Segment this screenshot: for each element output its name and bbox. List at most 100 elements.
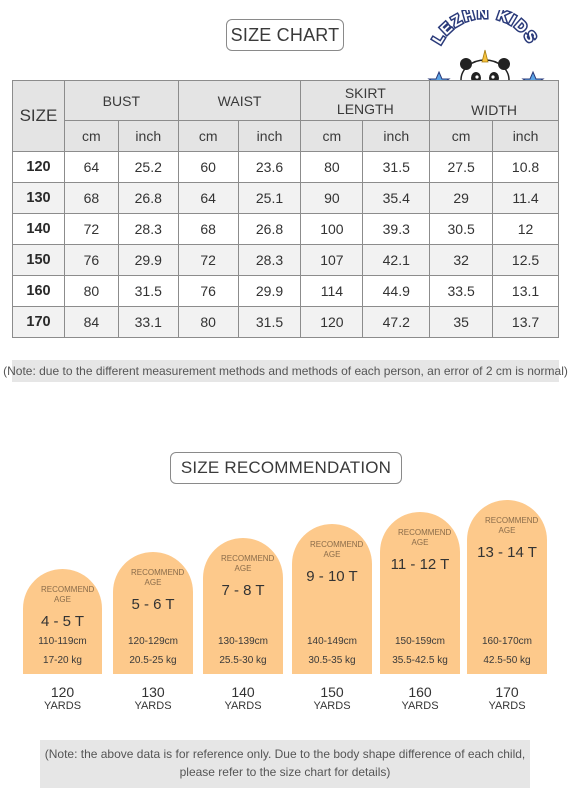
height-range: 130-139cm — [217, 636, 269, 647]
yard-number: 170 — [495, 684, 519, 700]
measurement-note: (Note: due to the different measurement … — [3, 360, 568, 382]
table-row: 150 76 29.9 72 28.3 107 42.1 32 12.5 — [12, 244, 559, 276]
measurement-cell: 29 — [429, 182, 494, 214]
measurement-cell: 25.2 — [117, 151, 179, 183]
unit-header: inch — [237, 120, 302, 152]
unit-header: cm — [300, 120, 364, 152]
weight-range: 20.5-25 kg — [129, 655, 177, 666]
unit-header: inch — [362, 120, 431, 152]
unit-header: inch — [492, 120, 559, 152]
recommend-age-label: RECOMMEND AGE — [131, 568, 185, 587]
width-header: WIDTH — [429, 80, 559, 121]
measurement-cell: 12.5 — [492, 244, 559, 276]
measurement-cell: 23.6 — [237, 151, 302, 183]
recommendation-card: RECOMMEND AGE 11 - 12 T 150-159cm 35.5-42.5… — [380, 512, 460, 674]
table-row: 170 84 33.1 80 31.5 120 47.2 35 13.7 — [12, 306, 559, 338]
recommend-age-label: RECOMMEND AGE — [221, 554, 275, 573]
measurement-cell: 33.5 — [429, 275, 494, 307]
measurement-cell: 25.1 — [237, 182, 302, 214]
recommendation-card: RECOMMEND AGE 4 - 5 T 110-119cm 17-20 kg — [23, 569, 102, 674]
recommendation-card: RECOMMEND AGE 5 - 6 T 120-129cm 20.5-25 kg — [113, 552, 193, 674]
yard-label: 160 YARDS — [380, 684, 460, 713]
measurement-cell: 11.4 — [492, 182, 559, 214]
yard-number: 160 — [408, 684, 432, 700]
unit-header: cm — [429, 120, 494, 152]
weight-range: 25.5-30 kg — [219, 655, 267, 666]
measurement-cell: 35.4 — [362, 182, 431, 214]
yard-number: 150 — [320, 684, 344, 700]
measurement-cell: 64 — [63, 151, 119, 183]
measurement-cell: 12 — [492, 213, 559, 245]
recommendation-card: RECOMMEND AGE 7 - 8 T 130-139cm 25.5-30 kg — [203, 538, 283, 674]
measurement-cell: 72 — [177, 244, 239, 276]
unit-header: cm — [63, 120, 119, 152]
measurement-cell: 44.9 — [362, 275, 431, 307]
size-header: SIZE — [12, 80, 65, 152]
measurement-cell: 27.5 — [429, 151, 494, 183]
measurement-cell: 28.3 — [117, 213, 179, 245]
measurement-cell: 30.5 — [429, 213, 494, 245]
age-range: 7 - 8 T — [221, 582, 265, 599]
measurement-cell: 68 — [177, 213, 239, 245]
recommendation-card: RECOMMEND AGE 9 - 10 T 140-149cm 30.5-35 kg — [292, 524, 372, 674]
size-cell: 140 — [12, 213, 65, 245]
measurement-cell: 68 — [63, 182, 119, 214]
yard-label: 150 YARDS — [292, 684, 372, 713]
reference-note-line-2: please refer to the size chart for detai… — [179, 765, 391, 779]
height-range: 120-129cm — [127, 636, 179, 647]
size-chart-table: SIZE BUST WAIST SKIRT LENGTH WIDTH cm inc… — [12, 80, 559, 338]
yard-label: 170 YARDS — [467, 684, 547, 713]
measurement-cell: 29.9 — [117, 244, 179, 276]
yard-number: 130 — [141, 684, 165, 700]
measurement-cell: 42.1 — [362, 244, 431, 276]
reference-note: (Note: the above data is for reference o… — [40, 740, 530, 788]
height-range: 140-149cm — [306, 636, 358, 647]
recommend-age-label: RECOMMEND AGE — [398, 528, 452, 547]
measurement-cell: 114 — [300, 275, 364, 307]
recommend-age-label: RECOMMEND AGE — [485, 516, 539, 535]
height-range: 160-170cm — [481, 636, 533, 647]
table-row: 140 72 28.3 68 26.8 100 39.3 30.5 12 — [12, 213, 559, 245]
table-row: 130 68 26.8 64 25.1 90 35.4 29 11.4 — [12, 182, 559, 214]
yard-unit: YARDS — [224, 700, 262, 712]
weight-range: 42.5-50 kg — [483, 655, 531, 666]
size-cell: 150 — [12, 244, 65, 276]
measurement-cell: 60 — [177, 151, 239, 183]
measurement-cell: 13.1 — [492, 275, 559, 307]
yard-number: 140 — [231, 684, 255, 700]
yard-label: 130 YARDS — [113, 684, 193, 713]
size-chart-title: SIZE CHART — [226, 19, 344, 51]
age-range: 9 - 10 T — [306, 568, 358, 585]
table-row: 160 80 31.5 76 29.9 114 44.9 33.5 13.1 — [12, 275, 559, 307]
age-range: 11 - 12 T — [390, 556, 450, 573]
measurement-cell: 28.3 — [237, 244, 302, 276]
unit-header: cm — [177, 120, 239, 152]
measurement-cell: 29.9 — [237, 275, 302, 307]
measurement-cell: 120 — [300, 306, 364, 338]
measurement-cell: 31.5 — [362, 151, 431, 183]
yard-unit: YARDS — [401, 700, 439, 712]
size-recommendation-title: SIZE RECOMMENDATION — [170, 452, 402, 484]
yard-unit: YARDS — [313, 700, 351, 712]
age-range: 13 - 14 T — [477, 544, 537, 561]
weight-range: 35.5-42.5 kg — [392, 655, 448, 666]
measurement-cell: 90 — [300, 182, 364, 214]
unit-header: inch — [117, 120, 179, 152]
yard-unit: YARDS — [43, 700, 82, 712]
weight-range: 30.5-35 kg — [308, 655, 356, 666]
measurement-cell: 31.5 — [237, 306, 302, 338]
measurement-cell: 32 — [429, 244, 494, 276]
svg-text:LEZHN KIDS: LEZHN KIDS — [429, 10, 541, 47]
measurement-cell: 80 — [300, 151, 364, 183]
measurement-cell: 13.7 — [492, 306, 559, 338]
yard-label: 140 YARDS — [203, 684, 283, 713]
measurement-cell: 72 — [63, 213, 119, 245]
recommend-age-label: RECOMMEND AGE — [310, 540, 364, 559]
yard-unit: YARDS — [488, 700, 526, 712]
measurement-cell: 26.8 — [117, 182, 179, 214]
measurement-cell: 80 — [177, 306, 239, 338]
reference-note-line-1: (Note: the above data is for reference o… — [44, 747, 526, 761]
yard-label: 120 YARDS — [23, 684, 103, 713]
weight-range: 17-20 kg — [43, 655, 82, 666]
measurement-cell: 80 — [63, 275, 119, 307]
